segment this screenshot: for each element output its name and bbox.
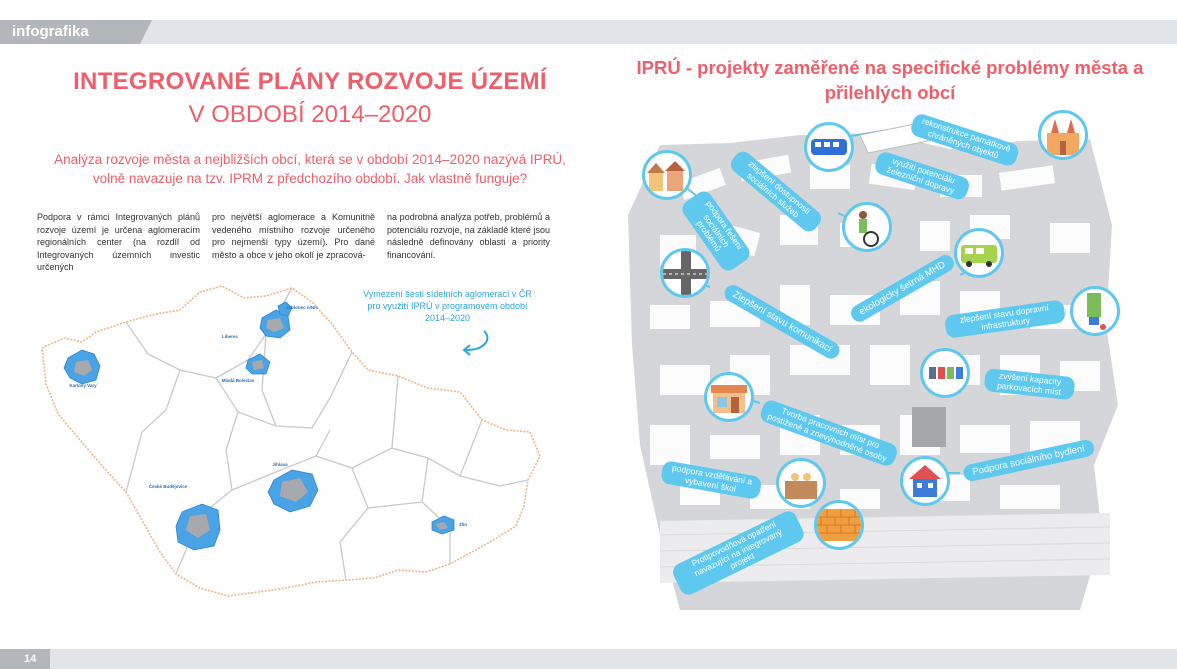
city-label-mlada-boleslav: Mladá Boleslav: [221, 378, 255, 383]
curved-arrow-icon: [462, 330, 489, 356]
body-column-3: na podrobná analýza potřeb, problémů a p…: [387, 212, 550, 260]
city-label-jablonec: Jablonec n/Nis: [286, 305, 318, 310]
school-icon: [776, 458, 826, 508]
city-label-zlin: Zlín: [459, 522, 467, 527]
church-icon: [1038, 110, 1088, 160]
footer-bar: 14: [0, 649, 1177, 669]
body-column-1: Podpora v rámci Integrovaných plánů rozv…: [37, 212, 200, 273]
country-outline: [41, 285, 541, 597]
truck-icon: [1070, 286, 1120, 336]
page-title: INTEGROVANÉ PLÁNY ROZVOJE ÚZEMÍ: [73, 68, 547, 95]
wheelchair-icon: [842, 202, 892, 252]
city-label-liberec: Liberec: [221, 334, 238, 339]
train-icon: [804, 122, 854, 172]
header-bar: infografika: [0, 20, 1177, 44]
parking-icon: [920, 348, 970, 398]
city-label-karlovy-vary: Karlovy Vary: [69, 383, 97, 388]
road-icon: [660, 248, 710, 298]
city-label-jihlava: Jihlava: [272, 462, 288, 467]
city-illustration: [620, 105, 1120, 620]
region-jablonec: [277, 301, 293, 317]
map-caption: Vymezení šesti sídelních aglomerací v ČR…: [363, 289, 532, 323]
shop-icon: [704, 372, 754, 422]
wall-icon: [814, 500, 864, 550]
bus-icon: [954, 228, 1004, 278]
infographic-title: IPRÚ - projekty zaměřené na specifické p…: [636, 57, 1144, 103]
city-label-ceske-budejovice: České Budějovice: [148, 484, 188, 489]
body-column-2: pro největší aglomerace a Komunitně vede…: [212, 212, 375, 260]
lead-paragraph: Analýza rozvoje města a nejbližších obcí…: [54, 152, 566, 186]
czech-map: Karlovy Vary Liberec Jablonec n/Nis Mlad…: [30, 280, 550, 615]
house-icon: [900, 456, 950, 506]
houses-icon: [642, 150, 692, 200]
page-subtitle: V OBDOBÍ 2014–2020: [188, 101, 432, 128]
section-label: infografika: [0, 20, 152, 44]
page-number: 14: [0, 649, 50, 669]
